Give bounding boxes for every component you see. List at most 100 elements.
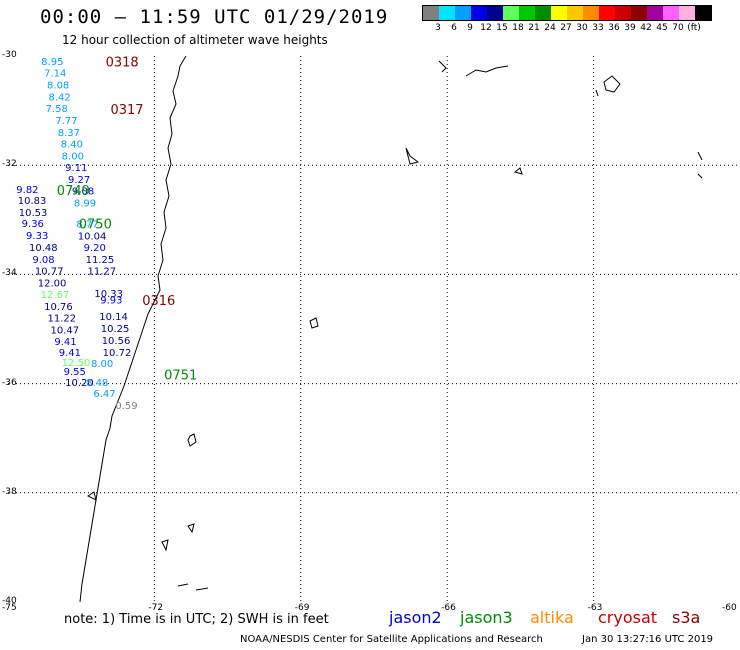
satellite-cryosat: cryosat xyxy=(598,608,658,627)
wave-height-value: 10.76 xyxy=(44,302,73,313)
legend-swatch xyxy=(599,6,615,20)
legend-swatch xyxy=(471,6,487,20)
wave-height-value: 11.27 xyxy=(88,267,117,278)
legend-label: 39 xyxy=(624,23,636,33)
wave-height-value: 11.22 xyxy=(48,314,77,325)
map-subtitle: 12 hour collection of altimeter wave hei… xyxy=(62,33,328,47)
wave-height-value: 9.36 xyxy=(22,219,44,230)
wave-height-value: 9.08 xyxy=(32,255,54,266)
wave-height-value: 8.95 xyxy=(41,57,63,68)
legend-label: 30 xyxy=(576,23,588,33)
wave-height-value: 9.20 xyxy=(84,243,106,254)
wave-height-value: 9.41 xyxy=(54,337,76,348)
satellite-jason2: jason2 xyxy=(389,608,442,627)
generation-timestamp: Jan 30 13:27:16 UTC 2019 xyxy=(582,634,714,645)
legend-label: 42 xyxy=(640,23,652,33)
legend-label: 33 xyxy=(592,23,604,33)
wave-height-value: 7.77 xyxy=(55,116,77,127)
legend-swatches xyxy=(422,5,712,21)
legend-swatch xyxy=(503,6,519,20)
chile-coastline xyxy=(79,56,187,602)
longitude-label: -60 xyxy=(722,603,737,613)
argentina-coast-fragment xyxy=(405,60,703,179)
legend-swatch xyxy=(663,6,679,20)
wave-height-value: 8.08 xyxy=(47,80,69,91)
legend-label: 45 xyxy=(656,23,668,33)
legend-swatch xyxy=(439,6,455,20)
legend-label: 15 xyxy=(496,23,508,33)
legend-swatch xyxy=(423,6,439,20)
wave-height-value: 10.14 xyxy=(99,312,128,323)
legend-label: 6 xyxy=(451,23,457,33)
legend-label: 70 xyxy=(672,23,684,33)
legend-swatch xyxy=(679,6,695,20)
wave-height-value: 9.93 xyxy=(100,296,122,307)
latitude-label: -38 xyxy=(2,486,17,497)
wave-height-value: 8.77 xyxy=(76,220,98,231)
wave-height-value: 9.41 xyxy=(59,348,81,359)
legend-label: 36 xyxy=(608,23,620,33)
legend-labels: 3 6 9 12 15 18 21 24 27 30 33 36 39 42 45 70 (ft) xyxy=(422,21,712,33)
wave-height-value: 8.40 xyxy=(61,139,83,150)
wave-height-value: 10.72 xyxy=(103,348,132,359)
wave-height-value: 10.04 xyxy=(78,232,107,243)
color-scale-legend: 3 6 9 12 15 18 21 24 27 30 33 36 39 42 45 70 (ft) xyxy=(422,5,712,33)
legend-label: 21 xyxy=(528,23,540,33)
lat-lon-grid xyxy=(8,56,740,602)
wave-height-value: 9.33 xyxy=(26,231,48,242)
legend-label: 18 xyxy=(512,23,524,33)
legend-label: 3 xyxy=(435,23,441,33)
pass-time-labels: 0318 0317 0749 0750 0316 0751 xyxy=(57,56,197,383)
wave-height-map: 8.957.148.088.427.587.778.378.408.009.11… xyxy=(8,56,740,602)
pass-time-label: 0751 xyxy=(164,368,197,383)
wave-height-value: 12.67 xyxy=(41,290,70,301)
satellite-s3a: s3a xyxy=(672,608,701,627)
wave-height-value: 8.42 xyxy=(49,92,71,103)
legend-swatch xyxy=(455,6,471,20)
pass-time-label: 0318 xyxy=(106,56,139,70)
longitude-label: -66 xyxy=(441,603,456,613)
legend-swatch xyxy=(535,6,551,20)
legend-label: (ft) xyxy=(687,23,701,33)
legend-swatch xyxy=(567,6,583,20)
latitude-label: -40 xyxy=(2,596,17,606)
map-title: 00:00 – 11:59 UTC 01/29/2019 xyxy=(40,6,389,28)
wave-height-value: 8.00 xyxy=(91,359,113,370)
wave-height-value: 10.20 xyxy=(65,378,94,389)
pass-time-label: 0750 xyxy=(79,218,112,233)
satellite-altika: altika xyxy=(530,608,574,627)
wave-height-value: 8.99 xyxy=(74,198,96,209)
legend-label: 27 xyxy=(560,23,572,33)
legend-swatch xyxy=(647,6,663,20)
wave-height-value: 0.59 xyxy=(115,401,137,412)
latitude-label: -30 xyxy=(2,50,17,60)
pass-time-label: 0749 xyxy=(57,184,90,199)
legend-swatch xyxy=(519,6,535,20)
wave-height-value: 10.56 xyxy=(102,336,131,347)
legend-label: 9 xyxy=(467,23,473,33)
wave-height-value: 10.33 xyxy=(94,289,123,300)
legend-swatch xyxy=(551,6,567,20)
wave-height-value: 9.27 xyxy=(68,175,90,186)
wave-height-value: 9.82 xyxy=(16,185,38,196)
wave-height-value: 7.58 xyxy=(46,104,68,115)
wave-height-value: 10.47 xyxy=(50,326,79,337)
wave-height-value: 8.48 xyxy=(86,378,108,389)
note-text: note: 1) Time is in UTC; 2) SWH is in fe… xyxy=(64,612,329,627)
latitude-label: -34 xyxy=(2,268,17,279)
wave-height-value: 10.77 xyxy=(35,267,64,278)
legend-swatch xyxy=(583,6,599,20)
wave-height-value: 9.11 xyxy=(65,163,87,174)
latitude-label: -32 xyxy=(2,159,17,170)
wave-height-value: 11.25 xyxy=(86,255,115,266)
pass-time-label: 0317 xyxy=(110,103,143,118)
longitude-label: -63 xyxy=(587,603,603,613)
legend-label: 24 xyxy=(544,23,556,33)
wave-height-value: 9.08 xyxy=(72,186,94,197)
pass-time-label: 0316 xyxy=(142,294,175,309)
legend-label: 12 xyxy=(480,23,492,33)
legend-swatch xyxy=(487,6,503,20)
wave-height-value: 12.50 xyxy=(62,358,91,369)
latitude-label: -36 xyxy=(2,377,17,388)
wave-height-value: 10.83 xyxy=(18,196,47,207)
